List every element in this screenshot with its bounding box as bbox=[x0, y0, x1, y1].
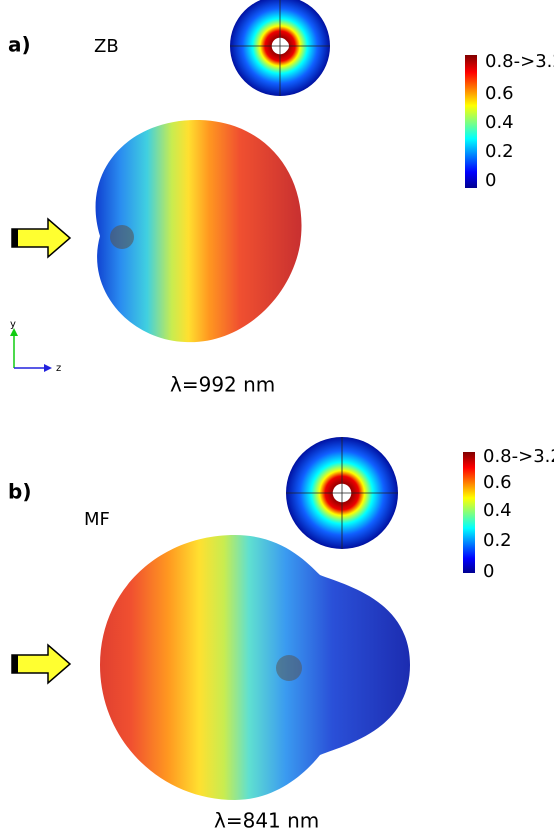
colorbar-tick: 0.6 bbox=[483, 472, 512, 493]
inset bbox=[286, 437, 398, 549]
wavelength: λ=841 nm bbox=[214, 809, 319, 833]
material-label: MF bbox=[84, 509, 110, 530]
colorbar-tick: 0 bbox=[485, 170, 496, 191]
particle bbox=[276, 655, 302, 681]
axis-label: y bbox=[10, 319, 16, 330]
colorbar bbox=[463, 452, 475, 573]
colorbar-tick: 0.4 bbox=[483, 500, 512, 521]
colorbar-tick: 0.6 bbox=[485, 83, 514, 104]
arrow bbox=[11, 643, 72, 685]
colorbar-tick: 0.2 bbox=[483, 530, 512, 551]
field-shape bbox=[100, 535, 410, 800]
panel-label: b) bbox=[8, 480, 31, 504]
axis-label: z bbox=[56, 363, 61, 374]
colorbar-tick: 0.8->3.2 bbox=[485, 51, 554, 72]
arrow bbox=[11, 217, 72, 259]
colorbar-tick: 0 bbox=[483, 561, 494, 582]
colorbar bbox=[465, 55, 477, 188]
wavelength: λ=992 nm bbox=[170, 373, 275, 397]
material-label: ZB bbox=[94, 36, 119, 57]
colorbar-tick: 0.2 bbox=[485, 141, 514, 162]
particle bbox=[110, 225, 134, 249]
field-shape bbox=[95, 119, 302, 343]
colorbar-tick: 0.4 bbox=[485, 112, 514, 133]
axes-icon: y z bbox=[10, 319, 61, 374]
inset bbox=[230, 0, 330, 96]
colorbar-tick: 0.8->3.2 bbox=[483, 446, 554, 467]
panel-label: a) bbox=[8, 33, 31, 57]
